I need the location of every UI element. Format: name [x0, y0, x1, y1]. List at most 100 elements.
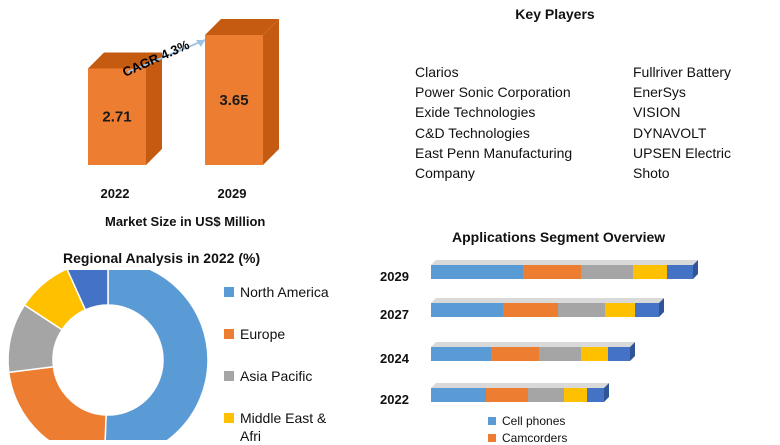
bar-side: [146, 52, 162, 166]
legend-swatch: [224, 413, 234, 423]
bar-top-face: [608, 342, 635, 347]
donut-slice: [104, 270, 209, 440]
stacked-bar-segment: [491, 347, 539, 361]
legend-label-continued: Afri: [240, 428, 261, 444]
key-players-left-column: Clarios Power Sonic Corporation Exide Te…: [415, 62, 572, 183]
applications-bar-chart: 2029 2027 2024 2022: [380, 260, 698, 407]
category-label: 2024: [380, 351, 410, 366]
cagr-arrow: [127, 39, 206, 73]
bar-top-face: [486, 383, 533, 388]
bar-top-face: [635, 298, 664, 303]
stacked-bar-segment: [539, 347, 581, 361]
key-player: Shoto: [633, 165, 670, 182]
year-label: 2029: [218, 186, 247, 201]
key-player: Company: [415, 165, 475, 182]
applications-legend: Cell phones Camcorders: [488, 414, 567, 445]
market-size-caption: Market Size in US$ Million: [105, 214, 266, 229]
stacked-bar-segment: [581, 265, 633, 279]
key-player: Power Sonic Corporation: [415, 84, 571, 101]
key-player: Fullriver Battery: [633, 64, 732, 80]
legend-label: Europe: [240, 326, 286, 342]
stacked-bar-segment: [431, 347, 491, 361]
bar-top-face: [539, 342, 586, 347]
legend-swatch: [488, 417, 496, 425]
key-player: East Penn Manufacturing: [415, 144, 573, 161]
stacked-bar-segment: [558, 303, 605, 317]
key-player: VISION: [633, 104, 681, 121]
bar-top-face: [581, 342, 613, 347]
legend-item-cell-phones: Cell phones: [488, 414, 567, 428]
legend-swatch: [488, 434, 496, 442]
stacked-bar-segment: [581, 347, 608, 361]
stacked-bar-segment: [635, 303, 659, 317]
key-player: Exide Technologies: [415, 104, 536, 121]
donut-slice: [7, 365, 107, 440]
bar-top: [205, 19, 279, 35]
bar-end-face: [659, 298, 664, 317]
stacked-bar-segment: [564, 388, 587, 402]
regional-legend: North America Europe Asia Pacific Middle…: [224, 284, 329, 444]
stacked-bar-segment: [503, 303, 558, 317]
key-player: DYNAVOLT: [633, 124, 707, 141]
stacked-bar-segment: [523, 265, 581, 279]
key-players-title: Key Players: [515, 6, 595, 22]
key-player: Clarios: [415, 64, 459, 80]
stacked-bar-segment: [431, 303, 503, 317]
year-label: 2022: [101, 186, 130, 201]
legend-item-asia-pacific: Asia Pacific: [224, 368, 329, 384]
bar-top-face: [431, 342, 496, 347]
legend-item-middle-east-africa: Middle East &: [224, 410, 329, 426]
key-player: C&D Technologies: [415, 124, 530, 141]
bar-top-face: [523, 260, 586, 265]
bar-top-face: [605, 298, 640, 303]
bar-value-label: 2.71: [102, 109, 131, 126]
legend-label: Camcorders: [502, 431, 568, 445]
donut-slice: [66, 270, 109, 311]
bar-top-face: [667, 260, 698, 265]
bar-top-face: [503, 298, 563, 303]
market-bar: [88, 68, 146, 165]
category-label: 2022: [380, 392, 409, 407]
key-player: EnerSys: [633, 84, 686, 101]
bar-top-face: [528, 383, 569, 388]
category-label: 2027: [380, 307, 409, 322]
bar-top-face: [431, 383, 491, 388]
stacked-bar-segment: [587, 388, 604, 402]
bar-end-face: [630, 342, 635, 361]
bar-top-face: [581, 260, 638, 265]
bar-top-face: [564, 383, 592, 388]
bar-side: [263, 19, 279, 165]
legend-item-north-america: North America: [224, 284, 329, 300]
stacked-bar-segment: [431, 388, 486, 402]
applications-title: Applications Segment Overview: [452, 229, 666, 245]
legend-item-europe: Europe: [224, 326, 329, 342]
legend-item-camcorders: Camcorders: [488, 431, 567, 445]
stacked-bar-segment: [633, 265, 667, 279]
bar-value-label: 3.65: [219, 92, 248, 109]
bar-top-face: [633, 260, 672, 265]
legend-label: North America: [240, 284, 329, 300]
bar-end-face: [604, 383, 609, 402]
stacked-bar-segment: [667, 265, 693, 279]
regional-donut-chart: [7, 270, 209, 440]
legend-label: Asia Pacific: [240, 368, 313, 384]
legend-swatch: [224, 371, 234, 381]
bar-top-face: [431, 298, 508, 303]
stacked-bar-segment: [608, 347, 630, 361]
market-bar: [205, 35, 263, 165]
bar-top-face: [491, 342, 544, 347]
key-players-right-column: Fullriver Battery EnerSys VISION DYNAVOL…: [633, 62, 731, 183]
legend-swatch: [224, 287, 234, 297]
stacked-bar-segment: [486, 388, 528, 402]
cagr-arrowhead: [196, 40, 205, 47]
bar-top-face: [558, 298, 610, 303]
bar-top-face: [431, 260, 528, 265]
stacked-bar-segment: [431, 265, 523, 279]
stacked-bar-segment: [528, 388, 564, 402]
regional-title: Regional Analysis in 2022 (%): [63, 250, 261, 266]
legend-label: Middle East &: [240, 410, 327, 426]
stacked-bar-segment: [605, 303, 635, 317]
legend-label: Cell phones: [502, 414, 566, 428]
key-player: UPSEN Electric: [633, 144, 732, 161]
